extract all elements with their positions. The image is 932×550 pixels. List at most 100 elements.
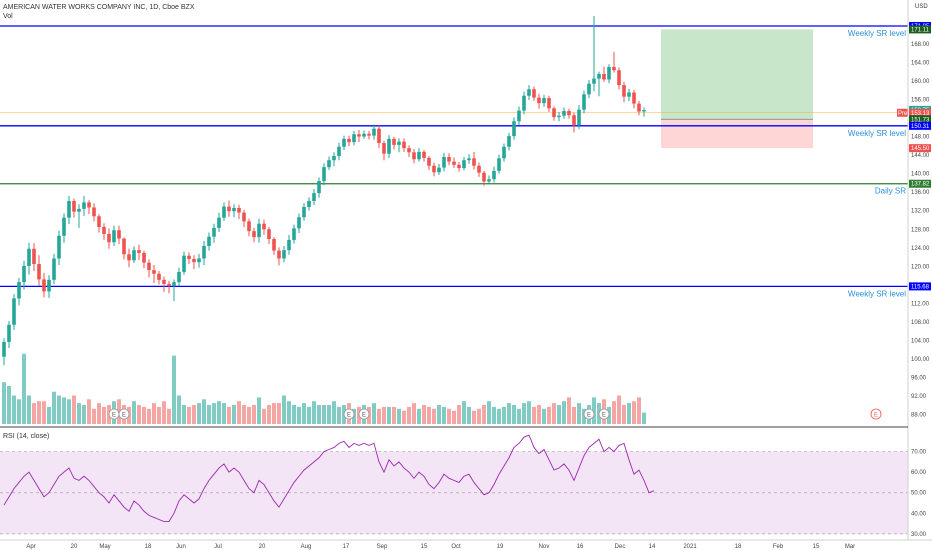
rsi-tick-label: 50.00: [911, 491, 927, 497]
earnings-icon: [358, 408, 370, 420]
volume-bar: [412, 403, 416, 424]
candle-body: [567, 111, 571, 116]
candle-body: [437, 167, 441, 173]
price-tag-label: 171.11: [911, 27, 930, 33]
rsi-axis[interactable]: 70.00 60.00 50.00 40.00 30.00: [911, 450, 927, 538]
price-tag: [909, 144, 931, 153]
candle-body: [162, 279, 166, 284]
candle-body: [142, 252, 146, 263]
price-tick-label: 120.00: [911, 264, 930, 270]
candle-body: [407, 148, 411, 153]
price-axis[interactable]: 168.00 164.00 160.00 156.00 148.00 144.00 140.…: [897, 21, 931, 419]
candle-body: [462, 160, 466, 169]
time-tick-label: Mar: [845, 544, 855, 550]
volume-bar: [17, 399, 21, 424]
candle-body: [612, 67, 616, 71]
volume-bar: [187, 406, 191, 424]
candle-body: [117, 230, 121, 239]
candle-body: [472, 158, 476, 166]
volume-bar: [277, 403, 281, 424]
candle-body: [247, 221, 251, 232]
candle-body: [327, 160, 331, 168]
sr-lines: Weekly SR level Weekly SR level Daily SR We…: [0, 25, 908, 298]
candle-body: [227, 206, 231, 212]
volume-bar: [522, 403, 526, 424]
time-tick-label: Oct: [451, 544, 461, 550]
candle-body: [2, 341, 6, 357]
volume-bar: [117, 399, 121, 424]
candle-body: [352, 134, 356, 143]
volume-bar: [517, 408, 521, 424]
rsi-line: [3, 434, 655, 522]
candle-body: [392, 138, 396, 145]
candle-body: [302, 207, 306, 218]
candle-body: [587, 83, 591, 95]
price-tag-label: 151.73: [911, 117, 930, 123]
candle-body: [277, 250, 281, 259]
position-zones: [0, 29, 908, 149]
candle-body: [37, 264, 41, 280]
candle-body: [597, 73, 601, 79]
candle-body: [197, 258, 201, 263]
volume-bar: [447, 408, 451, 424]
earnings-label: E: [347, 413, 351, 419]
volume-bar: [182, 405, 186, 424]
volume-bar: [232, 405, 236, 424]
volume-bar: [472, 410, 476, 424]
candle-body: [632, 92, 636, 104]
volume-bar: [557, 405, 561, 424]
volume-bar: [242, 405, 246, 424]
volume-bar: [247, 406, 251, 424]
volume-bar: [637, 397, 641, 424]
candle-body: [102, 226, 106, 234]
candle-body: [637, 103, 641, 112]
volume-bar: [142, 406, 146, 424]
earnings-label: E: [602, 413, 606, 419]
candle-body: [307, 200, 311, 208]
candle-body: [12, 298, 16, 325]
candle-body: [207, 236, 211, 246]
candle-body: [42, 279, 46, 292]
candle-body: [362, 133, 366, 137]
sr-label-0: Weekly SR level: [848, 29, 906, 38]
time-tick-label: 17: [343, 544, 350, 550]
candle-body: [357, 134, 361, 137]
volume-bar: [432, 408, 436, 424]
volume-bar: [52, 391, 56, 424]
candle-body: [377, 128, 381, 144]
volume-bar: [57, 395, 61, 424]
volume-bar: [622, 405, 626, 424]
volume-bar: [322, 405, 326, 424]
volume-bar: [562, 401, 566, 424]
candle-body: [187, 255, 191, 259]
volume-bar: [312, 401, 316, 424]
time-tick-label: 18: [145, 544, 152, 550]
price-tag: [909, 179, 931, 188]
candle-body: [372, 128, 376, 136]
volume-bar: [7, 386, 11, 424]
price-tick-label: 136.00: [911, 190, 930, 196]
earnings-icon: [118, 408, 130, 420]
time-axis[interactable]: Apr 20 May 18 Jun Jul 20 Aug 17 Sep 15 Oct 19 Nov 16 De…: [26, 544, 855, 550]
candle-body: [337, 146, 341, 157]
volume-bar: [632, 401, 636, 424]
price-tick-label: 168.00: [911, 42, 930, 48]
time-tick-label: Nov: [539, 544, 550, 550]
volume-bar: [147, 408, 151, 424]
loss-zone: [661, 119, 813, 149]
time-tick-label: 18: [735, 544, 742, 550]
symbol-title[interactable]: AMERICAN WATER WORKS COMPANY INC, 1D, Cb…: [3, 4, 195, 11]
candle-body: [32, 248, 36, 265]
time-tick-label: Jul: [214, 544, 222, 550]
future-earnings-label: E: [874, 413, 878, 419]
volume-bar: [167, 408, 171, 424]
rsi-tick-label: 30.00: [911, 532, 927, 538]
candle-body: [502, 146, 506, 159]
price-tag: [909, 108, 931, 117]
volume-bar: [42, 401, 46, 424]
time-tick-label: 20: [259, 544, 266, 550]
volume-bar: [212, 403, 216, 424]
candle-body: [397, 141, 401, 145]
price-tick-label: 92.00: [911, 394, 927, 400]
